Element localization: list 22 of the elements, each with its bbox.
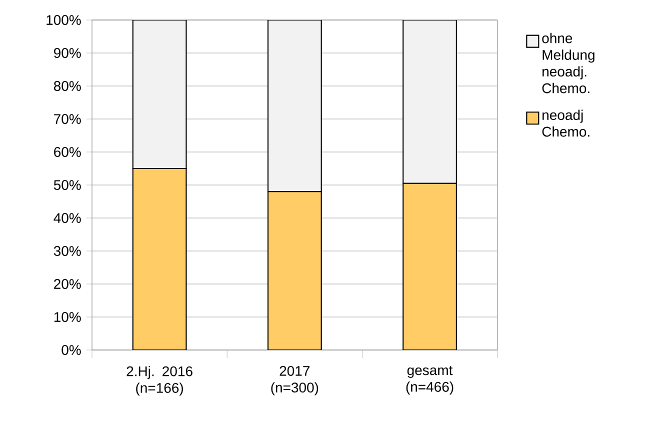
legend-label: neoadj Chemo. [542, 110, 590, 137]
x-tick-label: gesamt (n=466) [406, 366, 454, 395]
y-tick-label: 80% [54, 81, 81, 91]
bar [402, 182, 457, 350]
y-tick-label: 10% [54, 312, 81, 322]
y-tick-label: 60% [54, 147, 81, 157]
y-tick-label: 0% [62, 345, 81, 355]
y-tick-label: 50% [54, 180, 81, 190]
y-tick-label: 70% [54, 114, 81, 124]
bar [132, 20, 187, 170]
bar [267, 20, 322, 192]
text: ohne Meldung neoadj. Chemo. [542, 32, 594, 94]
bar [402, 20, 457, 184]
y-tick-label: 20% [54, 279, 81, 289]
y-tick-label: 100% [46, 15, 81, 25]
y-tick-label: 90% [54, 48, 81, 58]
x-tick-label: 2017 (n=300) [271, 366, 318, 396]
y-tick-label: 30% [54, 246, 81, 256]
y-tick-label: 40% [54, 213, 81, 223]
bar [267, 191, 322, 350]
bar [132, 168, 187, 350]
x-tick-label: 2.Hj. 2016 (n=166) [126, 366, 192, 396]
